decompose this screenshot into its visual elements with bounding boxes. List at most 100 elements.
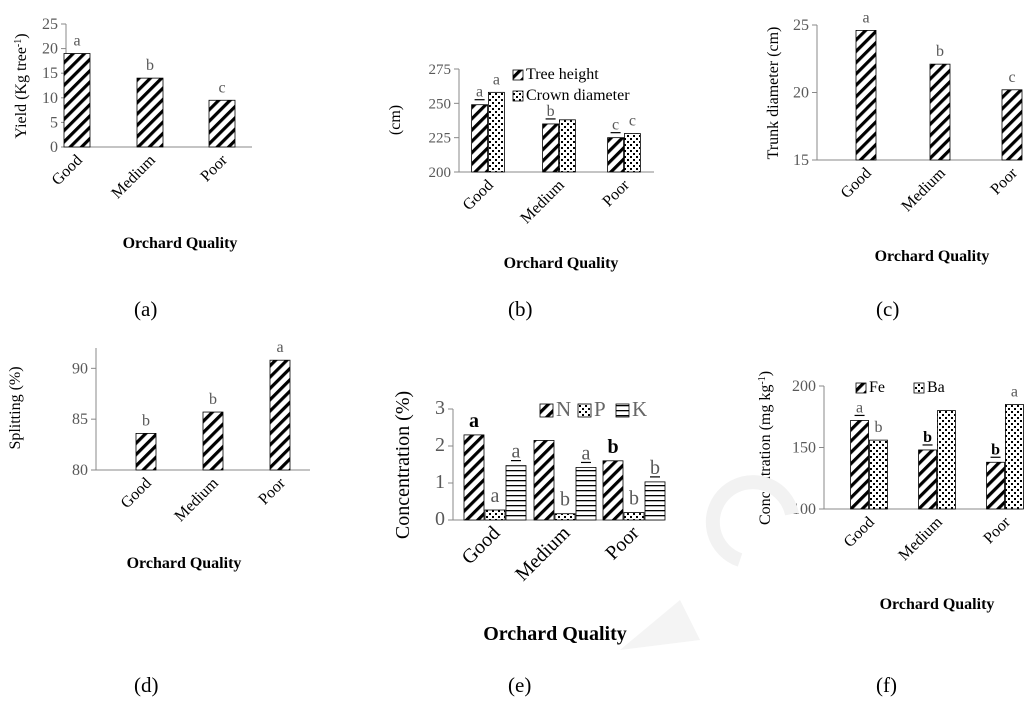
y-tick-label: 20 — [42, 41, 58, 58]
legend: Tree height Crown diameter — [512, 66, 630, 104]
legend-swatch — [615, 403, 630, 418]
bar — [1005, 404, 1024, 510]
y-axis-label: Trunk diameter (cm) — [765, 27, 782, 160]
y-tick-label: 5 — [50, 114, 58, 131]
caption-c: (c) — [876, 297, 900, 321]
x-axis-label: Orchard Quality — [127, 555, 242, 572]
bar — [487, 91, 505, 173]
y-tick-label: 1 — [435, 471, 445, 493]
significance-letter: a — [476, 84, 483, 101]
bar — [208, 99, 236, 148]
bar — [850, 420, 869, 510]
y-tick-label: 10 — [42, 90, 58, 107]
y-tick-label: 25 — [42, 16, 58, 33]
x-tick-label: Poor — [601, 522, 644, 565]
bar — [554, 513, 576, 521]
legend-label: Ba — [927, 379, 945, 396]
x-axis-label: Orchard Quality — [875, 248, 990, 265]
significance-letter: a — [276, 339, 283, 356]
significance-letter: a — [469, 410, 479, 432]
x-tick-label: Poor — [197, 151, 231, 185]
legend-swatch — [539, 403, 554, 418]
bar — [869, 439, 888, 510]
bar — [929, 63, 951, 161]
bar — [1001, 89, 1023, 161]
bar — [63, 53, 91, 148]
legend-label: Fe — [869, 379, 885, 396]
significance-letter: a — [582, 442, 591, 464]
y-tick-label: 0 — [435, 508, 445, 530]
x-tick-label: Poor — [255, 474, 289, 508]
caption-d: (d) — [134, 673, 159, 697]
bar — [471, 104, 489, 173]
x-tick-label: Good — [460, 177, 497, 214]
y-tick-label: 90 — [72, 360, 88, 377]
significance-letter: a — [862, 9, 869, 26]
caption-f: (f) — [876, 673, 897, 697]
legend-label: K — [632, 397, 647, 421]
bar — [644, 481, 666, 521]
bar — [937, 410, 956, 510]
watermark-arc — [705, 475, 799, 567]
bar — [559, 119, 576, 173]
y-tick-label: 25 — [793, 17, 809, 34]
legend-swatch — [855, 382, 867, 394]
bar — [484, 509, 506, 521]
significance-letter: b — [142, 412, 150, 429]
legend-label: N — [556, 397, 571, 421]
y-tick-label: 225 — [429, 131, 452, 147]
bar — [269, 359, 291, 471]
y-tick-label: 20 — [793, 85, 809, 102]
significance-letter: b — [991, 441, 1000, 458]
y-tick-label: 100 — [792, 501, 816, 518]
bar — [542, 123, 559, 173]
bar — [463, 434, 485, 521]
y-axis-label: Yield (Kg tree-1) — [13, 33, 31, 138]
significance-letter: b — [650, 457, 660, 479]
bar — [623, 512, 645, 521]
significance-letter: b — [923, 429, 932, 446]
caption-b: (b) — [508, 297, 533, 321]
significance-letter: b — [209, 391, 217, 408]
y-tick-label: 3 — [435, 397, 445, 419]
x-tick-label: Good — [838, 165, 875, 202]
significance-letter: b — [560, 489, 570, 511]
y-axis-label: (cm) — [387, 105, 404, 135]
chart-a: 0 5 10 15 20 25 Yield (Kg tree-1) Orchard Quali… — [13, 16, 252, 252]
caption-e: (e) — [508, 673, 532, 697]
bar — [918, 449, 937, 510]
bar — [624, 133, 641, 173]
y-tick-label: 150 — [792, 440, 816, 457]
bar — [986, 461, 1005, 510]
x-tick-label: Medium — [898, 164, 949, 215]
significance-letter: a — [1011, 383, 1018, 400]
x-tick-label: Medium — [171, 474, 222, 525]
bar — [602, 460, 624, 521]
y-axis-label: Concentration (%) — [392, 391, 414, 539]
x-tick-label: Good — [841, 514, 878, 551]
watermark-shape — [620, 600, 700, 650]
y-tick-label: 200 — [429, 165, 452, 181]
significance-letter: a — [73, 33, 80, 50]
significance-letter: a — [491, 485, 500, 507]
y-tick-label: 275 — [429, 62, 452, 78]
significance-letter: b — [607, 436, 618, 458]
x-tick-label: Good — [458, 522, 505, 569]
y-tick-label: 15 — [793, 152, 809, 169]
y-tick-label: 85 — [72, 411, 88, 428]
significance-letter: a — [856, 399, 863, 416]
significance-letter: b — [874, 419, 882, 436]
significance-letter: b — [146, 57, 154, 74]
bar — [607, 137, 624, 173]
x-axis-label: Orchard Quality — [123, 235, 238, 252]
significance-letter: c — [629, 113, 636, 130]
caption-a: (a) — [134, 297, 158, 321]
chart-f: 100 150 200 Concentration (mg kg-1) Orchard … — [757, 371, 1024, 613]
chart-b: 200 225 250 275 (cm) Orchard Quality aa Good b Me… — [387, 62, 654, 272]
significance-letter: c — [1008, 69, 1015, 86]
y-tick-label: 2 — [435, 434, 445, 456]
x-axis-label: Orchard Quality — [880, 596, 995, 613]
x-tick-label: Medium — [511, 522, 575, 586]
